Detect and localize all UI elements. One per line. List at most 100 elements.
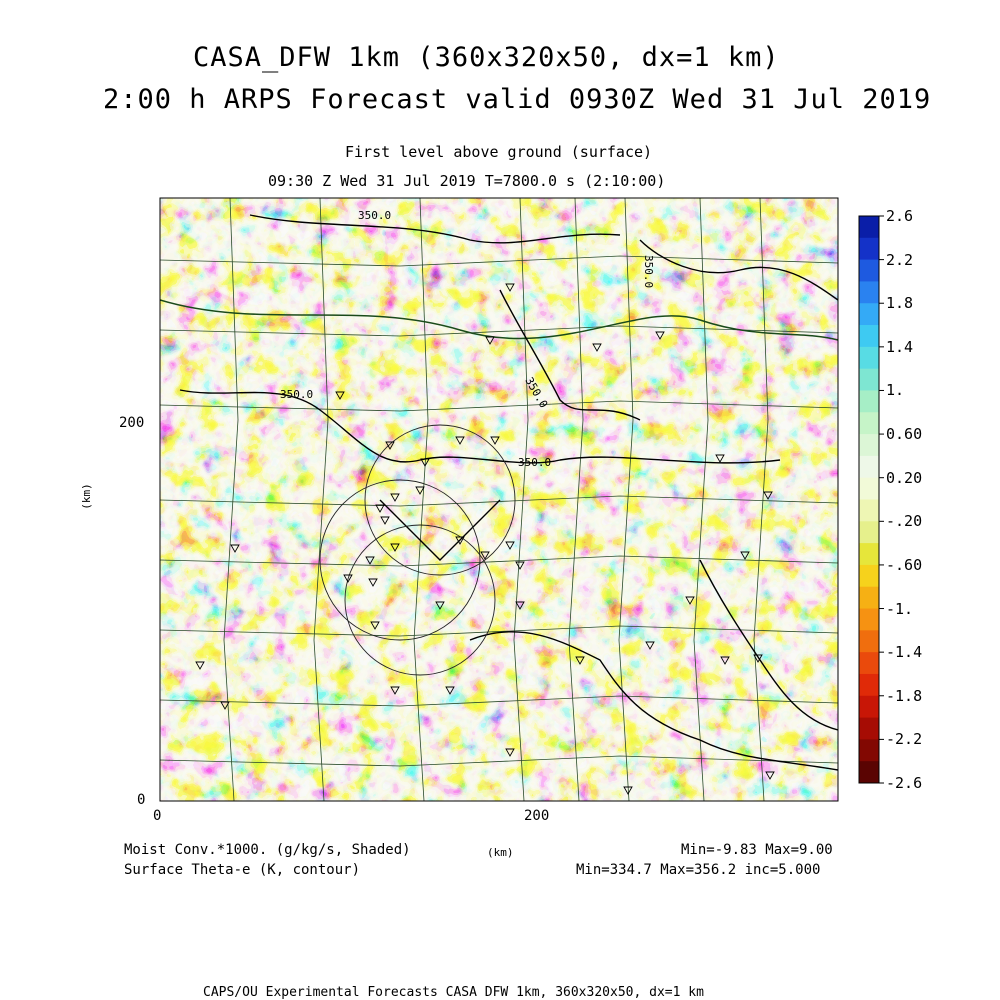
- contour-label: 350.0: [642, 255, 655, 288]
- county-line: [618, 198, 634, 801]
- contour-label: 350.0: [518, 456, 551, 469]
- title-line-2: 2:00 h ARPS Forecast valid 0930Z Wed 31 …: [103, 84, 932, 115]
- colorbar-swatch: [859, 303, 879, 326]
- colorbar-swatch: [859, 499, 879, 522]
- colorbar-swatch: [859, 543, 879, 566]
- county-line: [513, 198, 529, 801]
- station-marker: [485, 336, 495, 345]
- station-marker: [335, 391, 345, 400]
- station-marker: [390, 543, 400, 552]
- theta-e-contour: [699, 559, 838, 731]
- colorbar-swatch: [859, 695, 879, 719]
- radar-ring: [344, 524, 496, 676]
- colorbar-swatch: [859, 586, 879, 610]
- colorbar-swatch: [859, 346, 879, 370]
- theta-e-contour: [379, 499, 501, 561]
- x-tick-200: 200: [524, 808, 550, 824]
- station-marker: [655, 331, 665, 340]
- theta-e-contour: [249, 214, 621, 244]
- county-line: [160, 625, 838, 637]
- colorbar-label: 2.6: [886, 207, 914, 225]
- station-marker: [420, 458, 430, 467]
- station-marker: [195, 661, 205, 670]
- colorbar-label: 1.4: [886, 337, 914, 356]
- colorbar-swatch: [859, 717, 879, 740]
- station-marker: [753, 654, 763, 663]
- station-marker: [455, 436, 465, 445]
- station-marker: [365, 556, 375, 565]
- time-label: 09:30 Z Wed 31 Jul 2019 T=7800.0 s (2:10…: [268, 172, 666, 190]
- contour-label: 350.0: [358, 209, 391, 222]
- colorbar-swatch: [859, 237, 879, 261]
- colorbar-swatch: [859, 434, 879, 457]
- station-marker: [343, 574, 353, 583]
- plot-frame: [159, 197, 839, 802]
- y-tick-0: 0: [137, 792, 146, 808]
- county-line: [753, 198, 769, 801]
- colorbar-label: 1.: [886, 381, 905, 400]
- station-marker: [765, 771, 775, 780]
- county-line: [160, 755, 838, 767]
- station-marker: [390, 493, 400, 502]
- county-line: [693, 198, 709, 801]
- county-line: [160, 325, 838, 337]
- colorbar-label: -.20: [886, 512, 923, 531]
- station-marker: [370, 621, 380, 630]
- colorbar-label: -1.: [886, 599, 914, 618]
- field-2-minmax: Min=334.7 Max=356.2 inc=5.000: [576, 862, 821, 878]
- colorbar-swatch: [859, 652, 879, 675]
- station-marker: [515, 561, 525, 570]
- station-marker: [445, 686, 455, 695]
- colorbar-swatch: [859, 390, 879, 413]
- colorbar-swatch: [859, 477, 879, 500]
- county-line: [568, 198, 584, 801]
- theta-e-contour: [469, 631, 838, 771]
- station-marker: [763, 491, 773, 500]
- county-boundaries: [160, 198, 838, 801]
- county-line: [160, 495, 838, 507]
- colorbar-label: 2.2: [886, 250, 914, 269]
- station-marker: [685, 596, 695, 605]
- colorbar-label: -1.4: [886, 643, 923, 662]
- colorbar-swatch: [859, 739, 879, 762]
- x-tick-0: 0: [153, 808, 162, 824]
- station-markers: [195, 283, 775, 795]
- colorbar-label: -2.6: [886, 774, 923, 792]
- station-marker: [505, 541, 515, 550]
- county-line: [160, 255, 838, 267]
- station-marker: [380, 516, 390, 525]
- station-marker: [645, 641, 655, 650]
- colorbar-label: -.60: [886, 555, 923, 574]
- station-marker: [415, 486, 425, 495]
- level-label: First level above ground (surface): [345, 143, 653, 161]
- y-axis-label: (km): [79, 483, 93, 510]
- colorbar-swatch: [859, 564, 879, 588]
- title-line-1: CASA_DFW 1km (360x320x50, dx=1 km): [193, 42, 780, 73]
- colorbar-label: 0.60: [886, 425, 923, 444]
- station-marker: [575, 656, 585, 665]
- county-line: [413, 198, 429, 801]
- theta-e-contour: [639, 239, 838, 301]
- county-line: [223, 198, 239, 801]
- station-marker: [220, 701, 230, 710]
- colorbar-frame: [858, 215, 880, 784]
- station-marker: [490, 436, 500, 445]
- colorbar-label: -1.8: [886, 686, 923, 705]
- station-marker: [715, 454, 725, 463]
- station-marker: [480, 551, 490, 560]
- county-line: [160, 695, 838, 707]
- radar-ring: [319, 479, 481, 641]
- field-1-label: Moist Conv.*1000. (g/kg/s, Shaded): [124, 842, 411, 858]
- station-marker: [740, 551, 750, 560]
- colorbar-swatch: [859, 673, 879, 697]
- station-marker: [515, 601, 525, 610]
- field-2-label: Surface Theta-e (K, contour): [124, 862, 361, 878]
- colorbar-label: 0.20: [886, 468, 923, 487]
- state-boundary: [160, 299, 838, 341]
- station-marker: [435, 601, 445, 610]
- station-marker: [720, 656, 730, 665]
- y-tick-200: 200: [119, 415, 145, 431]
- county-line: [160, 400, 838, 412]
